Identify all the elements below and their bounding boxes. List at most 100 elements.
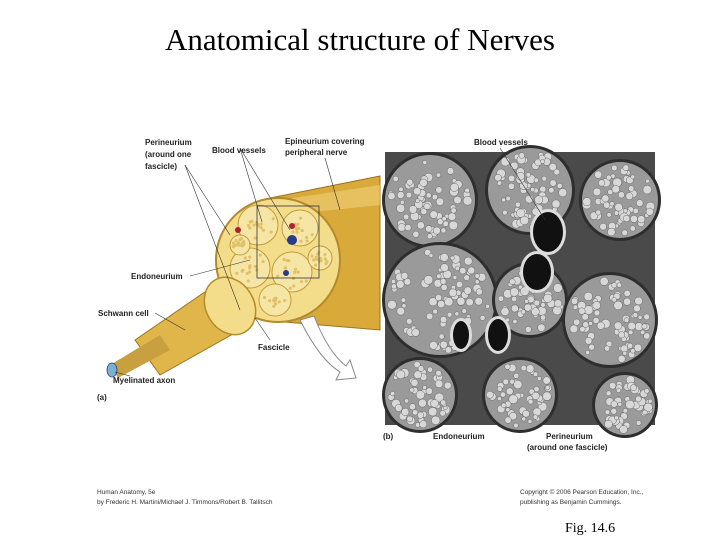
axon bbox=[505, 407, 511, 413]
axon bbox=[578, 307, 586, 315]
axon bbox=[617, 355, 626, 363]
axon bbox=[643, 313, 650, 321]
axon bbox=[456, 296, 466, 306]
axon bbox=[516, 208, 526, 218]
axon bbox=[520, 364, 527, 372]
axon bbox=[440, 283, 448, 291]
axon bbox=[509, 287, 519, 297]
axon bbox=[508, 174, 516, 182]
axon bbox=[533, 299, 541, 307]
axon bbox=[592, 317, 600, 324]
label: Endoneurium bbox=[131, 272, 183, 281]
axon bbox=[474, 279, 480, 285]
axon bbox=[428, 407, 438, 417]
axon bbox=[623, 297, 632, 306]
axon bbox=[642, 409, 648, 416]
axon bbox=[243, 256, 247, 260]
axon bbox=[508, 412, 518, 421]
axon bbox=[256, 224, 260, 228]
axon bbox=[299, 279, 304, 284]
axon bbox=[276, 274, 280, 278]
axon bbox=[403, 278, 411, 286]
axon bbox=[415, 390, 425, 400]
axon bbox=[539, 185, 547, 193]
axon bbox=[641, 323, 648, 330]
axon bbox=[406, 415, 413, 423]
credit: by Frederic H. Martini/Michael J. Timmon… bbox=[97, 499, 273, 506]
axon bbox=[637, 215, 646, 224]
axon bbox=[422, 385, 427, 390]
axon bbox=[246, 279, 250, 283]
axon bbox=[599, 222, 607, 231]
axon bbox=[521, 416, 527, 422]
axon bbox=[440, 263, 449, 272]
axon bbox=[640, 329, 646, 335]
axon bbox=[634, 296, 643, 306]
blood-vessel bbox=[523, 254, 551, 290]
axon bbox=[237, 243, 242, 247]
axon bbox=[615, 387, 622, 393]
axon bbox=[304, 279, 308, 283]
axon bbox=[531, 391, 540, 400]
axon bbox=[419, 420, 428, 429]
axon bbox=[391, 283, 397, 290]
axon bbox=[645, 207, 654, 216]
axon bbox=[298, 216, 303, 220]
axon bbox=[605, 174, 612, 181]
axon bbox=[396, 306, 405, 316]
axon bbox=[291, 230, 295, 234]
axon bbox=[542, 391, 552, 401]
label: (around one fascicle) bbox=[527, 443, 608, 452]
axon bbox=[533, 386, 540, 393]
axon bbox=[444, 297, 454, 307]
axon bbox=[633, 343, 642, 352]
axon bbox=[643, 332, 651, 340]
axon bbox=[409, 387, 415, 393]
axon bbox=[630, 214, 638, 223]
axon bbox=[607, 227, 616, 237]
label: Perineurium bbox=[145, 138, 192, 147]
axon bbox=[248, 266, 252, 270]
axon bbox=[508, 394, 518, 404]
axon bbox=[282, 257, 286, 262]
axon bbox=[494, 174, 502, 182]
axon bbox=[248, 220, 252, 224]
axon bbox=[467, 266, 476, 275]
axon bbox=[593, 309, 601, 317]
axon bbox=[532, 407, 542, 417]
axon bbox=[618, 331, 626, 339]
axon bbox=[544, 385, 551, 391]
axon bbox=[296, 270, 300, 274]
axon bbox=[446, 167, 455, 175]
axon bbox=[627, 321, 636, 331]
axon bbox=[621, 229, 628, 236]
axon bbox=[531, 307, 540, 316]
label: Schwann cell bbox=[98, 309, 149, 318]
micrograph bbox=[382, 145, 661, 438]
axon bbox=[428, 253, 434, 258]
axon bbox=[497, 396, 502, 402]
axon bbox=[502, 378, 509, 385]
axon bbox=[430, 399, 439, 408]
axon bbox=[405, 191, 413, 199]
axon bbox=[292, 284, 296, 288]
axon bbox=[396, 203, 406, 213]
axon bbox=[401, 303, 407, 309]
axon bbox=[401, 407, 410, 416]
axon bbox=[427, 366, 433, 373]
axon bbox=[450, 182, 459, 192]
axon bbox=[522, 409, 530, 418]
axon bbox=[497, 386, 503, 392]
label: Blood vessels bbox=[474, 138, 528, 147]
axon bbox=[635, 420, 642, 426]
axon bbox=[425, 225, 433, 233]
axon bbox=[630, 348, 636, 354]
axon bbox=[530, 187, 536, 193]
axon bbox=[613, 300, 623, 310]
axon bbox=[632, 312, 639, 318]
axon bbox=[456, 280, 463, 288]
axon bbox=[625, 192, 634, 200]
axon bbox=[425, 192, 432, 199]
axon bbox=[387, 300, 397, 310]
axon bbox=[411, 328, 420, 337]
